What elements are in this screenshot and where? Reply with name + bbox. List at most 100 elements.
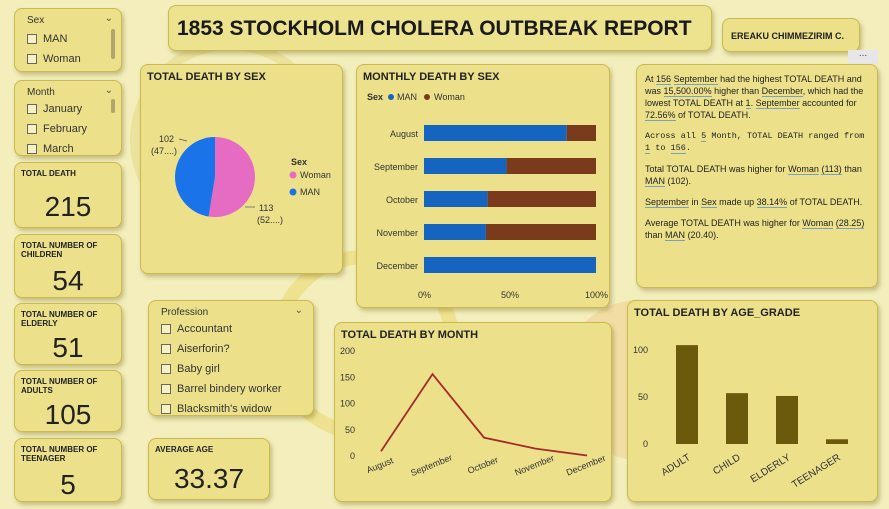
x-tick: 100% [585,290,608,300]
y-tick: 200 [340,346,355,356]
narrative-paragraph: Total TOTAL DEATH was higher for Woman (… [645,164,862,187]
slicer-item-label: Baby girl [177,363,220,375]
pie-label-woman-pct: (52....) [257,215,283,225]
slicer-item-label: March [43,143,74,155]
slicer-item-profession[interactable]: Baby girl [161,363,220,375]
slicer-item-february[interactable]: February [27,123,87,135]
bar[interactable] [776,395,798,444]
x-tick: CHILD [711,452,742,477]
checkbox-icon[interactable] [27,54,37,64]
kpi-children: TOTAL NUMBER OF CHILDREN 54 [14,234,122,298]
bar-woman[interactable] [487,191,596,207]
slicer-item-label: January [43,103,83,115]
bar[interactable] [676,345,698,444]
author-name: EREAKU CHIMMEZIRIM C. [731,31,844,41]
chevron-down-icon[interactable]: ⌄ [104,85,113,96]
kpi-value: 5 [60,469,76,500]
slicer-item-man[interactable]: MAN [27,33,67,45]
slicer-item-january[interactable]: January [27,103,82,115]
x-tick: November [513,453,555,478]
checkbox-icon[interactable] [27,144,37,154]
checkbox-icon[interactable] [27,34,37,44]
checkbox-icon[interactable] [161,364,171,374]
slicer-item-profession[interactable]: Blacksmith's widow [161,403,271,415]
death-by-sex-chart: TOTAL DEATH BY SEX 102 (47....) 113 (52.… [140,64,343,274]
report-title: 1853 STOCKHOLM CHOLERA OUTBREAK REPORT [177,17,692,40]
kpi-elderly: TOTAL NUMBER OF ELDERLY 51 [14,303,122,365]
checkbox-icon[interactable] [161,384,171,394]
slicer-item-label: Accountant [177,323,233,335]
x-tick: 50% [501,290,519,300]
slicer-item-label: February [43,123,88,135]
kpi-value: 54 [52,265,84,296]
bar-woman[interactable] [506,158,596,174]
narrative-paragraph: At 156 September had the highest TOTAL D… [645,74,864,121]
chart-title: TOTAL DEATH BY SEX [147,71,266,83]
bar-woman[interactable] [485,224,596,240]
kpi-label: TOTAL NUMBER OF ADULTS [21,377,98,395]
line-chart: 0 50 100 150 200 August September October Novemb… [340,346,607,478]
pie-slice-man[interactable] [175,137,215,217]
y-tick: December [376,261,418,271]
checkbox-icon[interactable] [161,324,171,334]
narrative-paragraph: Across all 5 Month, TOTAL DEATH ranged f… [645,131,865,154]
chart-title: TOTAL DEATH BY AGE_GRADE [634,307,801,319]
slicer-item-march[interactable]: March [27,143,74,155]
legend-title: Sex [291,157,307,167]
leader-line [178,138,188,142]
checkbox-icon[interactable] [161,344,171,354]
legend-title: Sex [367,92,383,102]
bar-man[interactable] [424,224,486,240]
kpi-label: TOTAL DEATH [21,169,76,178]
bar-man[interactable] [424,125,567,141]
slicer-item-label: Barrel bindery worker [177,383,282,395]
legend-marker-man [289,188,297,196]
x-tick: September [409,452,454,478]
chevron-down-icon[interactable]: ⌄ [104,13,113,24]
scrollbar[interactable] [111,29,115,59]
bar[interactable] [726,393,748,444]
legend-label-man: MAN [397,92,417,102]
smart-narrative: At 156 September had the highest TOTAL D… [636,64,878,288]
bar-man[interactable] [424,191,488,207]
sex-slicer: Sex ⌄ MAN Woman [14,8,122,72]
x-tick: October [466,455,499,476]
bar[interactable] [826,439,848,444]
bar-man[interactable] [424,158,507,174]
slicer-item-profession[interactable]: Aiserforin? [161,343,230,355]
month-slicer: Month ⌄ January February March [14,80,122,156]
slicer-item-label: MAN [43,33,68,45]
month-slicer-heading: Month [27,87,55,98]
checkbox-icon[interactable] [27,104,37,114]
chevron-down-icon[interactable]: ⌄ [294,305,303,316]
y-tick: October [386,195,418,205]
bar-woman[interactable] [566,125,596,141]
checkbox-icon[interactable] [161,404,171,414]
profession-slicer-heading: Profession [161,307,209,318]
legend-label-man: MAN [300,187,320,197]
profession-slicer: Profession ⌄ Accountant Aiserforin? Baby… [148,300,314,416]
x-tick: August [365,455,395,475]
checkbox-icon[interactable] [27,124,37,134]
more-options-button[interactable]: ... [848,49,878,64]
slicer-item-label: Woman [43,53,81,65]
x-tick: TEENAGER [790,452,842,490]
slicer-item-profession[interactable]: Barrel bindery worker [161,383,282,395]
bar-man[interactable] [424,257,596,273]
pie-slice-woman[interactable] [208,137,256,217]
slicer-item-profession[interactable]: Accountant [161,323,232,335]
line-series[interactable] [380,372,588,457]
kpi-value: 215 [44,191,92,222]
y-tick: 0 [350,451,355,461]
report-title-card: 1853 STOCKHOLM CHOLERA OUTBREAK REPORT [168,5,712,51]
kpi-average-age: AVERAGE AGE 33.37 [148,438,270,500]
stacked-bar-chart: Sex MAN Woman August September October Nove… [367,92,608,300]
author-card: EREAKU CHIMMEZIRIM C. [722,18,860,52]
slicer-item-woman[interactable]: Woman [27,53,81,65]
pie-chart: 102 (47....) 113 (52....) Sex Woman MAN [151,134,331,225]
chart-title: TOTAL DEATH BY MONTH [341,329,479,341]
scrollbar[interactable] [111,99,115,113]
x-tick: 0% [418,290,431,300]
kpi-teenager: TOTAL NUMBER OF TEENAGER 5 [14,438,122,502]
kpi-label: AVERAGE AGE [155,445,214,454]
